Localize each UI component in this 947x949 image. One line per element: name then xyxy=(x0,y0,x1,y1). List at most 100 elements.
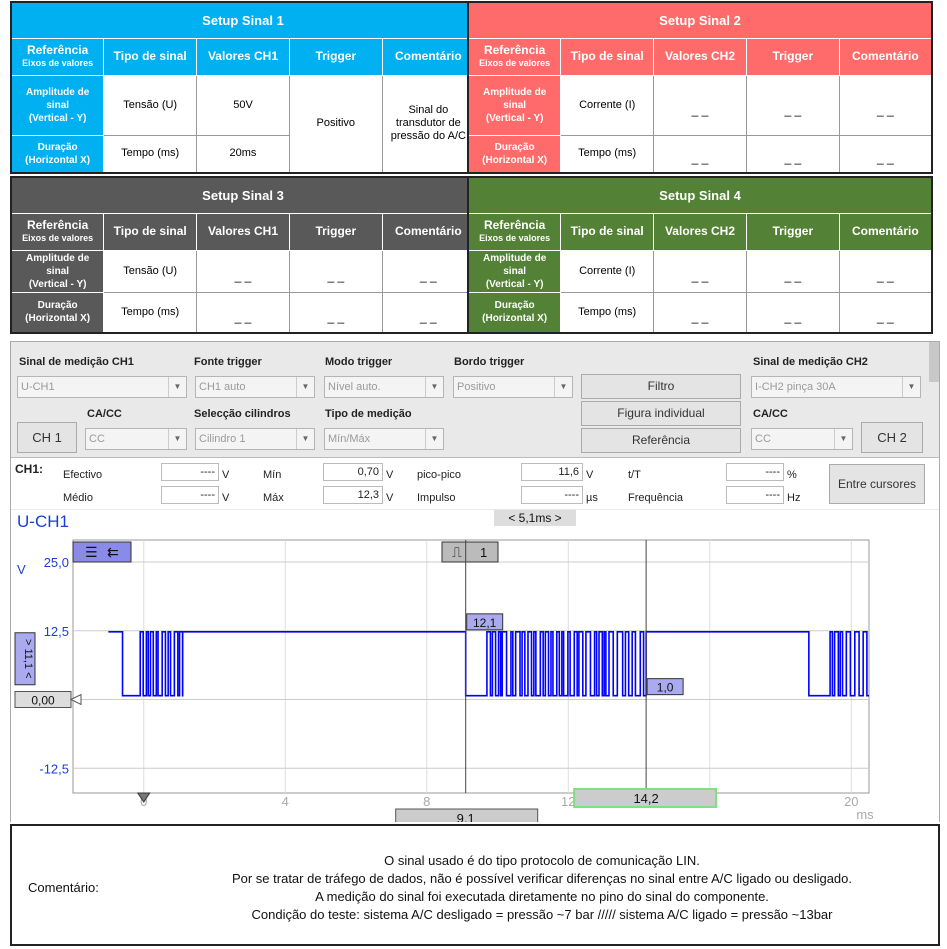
cursor-1-value-box xyxy=(466,613,504,631)
dur-comment: _ _ xyxy=(838,291,933,334)
header-tipo-sinal: Tipo de sinal xyxy=(103,37,198,76)
cilindros-label: Selecção cilindros xyxy=(194,408,291,420)
ch1-button[interactable]: CH 1 xyxy=(17,422,77,453)
setup-title: Setup Sinal 1 xyxy=(10,1,476,39)
header-tipo-sinal: Tipo de sinal xyxy=(103,212,198,251)
cacc-select[interactable]: CC ▼ xyxy=(85,428,187,450)
dur-sub: (Horizontal X) xyxy=(25,313,91,325)
row-amplitude: Amplitude de sinal (Vertical - Y) xyxy=(467,249,562,293)
amp-value: _ _ xyxy=(653,74,747,136)
setup-table-3: Setup Sinal 3 Referência Eixos de valores… xyxy=(10,176,476,334)
referencia-button[interactable]: Referência xyxy=(581,428,741,453)
pico-unit: V xyxy=(586,469,594,481)
cursor-2-label: 14,2 xyxy=(633,791,658,806)
measurement-panel: CH1: Efectivo ---- V Médio ---- V Mín 0,… xyxy=(11,457,939,509)
row-duracao: Duração (Horizontal X) xyxy=(467,134,562,174)
filtro-button[interactable]: Filtro xyxy=(581,374,741,399)
comment-value: Sinal do transdutor de pressão do A/C xyxy=(381,74,476,174)
ch2-signal-select[interactable]: I-CH2 pinça 30A ▼ xyxy=(751,376,921,398)
signal-trace xyxy=(108,631,869,697)
amp-type: Tensão (U) xyxy=(103,74,198,136)
header-trigger: Trigger xyxy=(745,212,840,251)
y-unit-label: V xyxy=(17,562,26,577)
chevron-down-icon: ▼ xyxy=(902,377,920,397)
bordo-trigger-select[interactable]: Positivo ▼ xyxy=(453,376,573,398)
header-tipo-sinal: Tipo de sinal xyxy=(560,212,655,251)
header-referencia: Referência Eixos de valores xyxy=(467,212,562,251)
medio-value: ---- xyxy=(161,486,219,504)
timebase-box xyxy=(494,510,576,526)
modo-trigger-label: Modo trigger xyxy=(325,356,393,368)
amp-label: Amplitude de sinal xyxy=(482,252,547,277)
setup-title: Setup Sinal 4 xyxy=(467,176,933,214)
cacc2-select[interactable]: CC ▼ xyxy=(751,428,853,450)
row-duracao: Duração (Horizontal X) xyxy=(467,291,562,334)
setup-table-1: Setup Sinal 1 Referência Eixos de valores… xyxy=(10,1,476,174)
amp-label: Amplitude de sinal xyxy=(25,252,90,277)
fonte-trigger-label: Fonte trigger xyxy=(194,356,262,368)
amp-sub: (Vertical - Y) xyxy=(28,112,87,124)
cacc2-label: CA/CC xyxy=(753,408,788,420)
amp-type: Corrente (I) xyxy=(560,74,655,136)
fonte-trigger-select[interactable]: CH1 auto ▼ xyxy=(195,376,315,398)
x-tick-label: 8 xyxy=(423,794,430,809)
figura-individual-button[interactable]: Figura individual xyxy=(581,401,741,426)
menu-icon: ☰ xyxy=(85,545,98,561)
max-unit: V xyxy=(386,492,394,504)
cursor-2-value-label: 1,0 xyxy=(657,681,674,695)
min-unit: V xyxy=(386,469,394,481)
dur-type: Tempo (ms) xyxy=(103,134,198,174)
freq-value: ---- xyxy=(726,486,784,504)
tipo-medicao-select[interactable]: Mín/Máx ▼ xyxy=(324,428,444,450)
trigger-value: _ _ xyxy=(745,249,840,293)
cursor-1-label: 9,1 xyxy=(457,811,475,822)
y-tick-label: 25,0 xyxy=(44,555,69,570)
dur-comment: _ _ xyxy=(838,134,933,174)
dur-label: Duração xyxy=(494,300,535,312)
timebase-label: < 5,1ms > xyxy=(508,511,561,525)
ch1-signal-select[interactable]: U-CH1 ▼ xyxy=(17,376,187,398)
ch2-button[interactable]: CH 2 xyxy=(861,422,923,453)
trigger-value: Positivo xyxy=(288,74,383,174)
zoom-toolbar xyxy=(72,541,132,563)
setup-table-2: Setup Sinal 2 Referência Eixos de valores… xyxy=(467,1,933,174)
comment-value: _ _ xyxy=(381,249,476,293)
chevron-down-icon: ▼ xyxy=(168,429,186,449)
oscilloscope-chart[interactable]: U-CH1 V < 5,1ms > ☰ ⇇ ⎍ 1 25,0 12,5 -12,5 0,00 > 11… xyxy=(11,510,939,828)
dur-sub: (Horizontal X) xyxy=(482,154,548,166)
comment-value: _ _ xyxy=(838,249,933,293)
modo-trigger-select[interactable]: Nível auto. ▼ xyxy=(324,376,444,398)
bordo-trigger-label: Bordo trigger xyxy=(454,356,525,368)
pico-label: pico-pico xyxy=(417,469,462,481)
dur-value: _ _ xyxy=(653,134,747,174)
row-amplitude: Amplitude de sinal (Vertical - Y) xyxy=(467,74,562,136)
entre-cursores-button[interactable]: Entre cursores xyxy=(829,464,925,504)
dur-comment: _ _ xyxy=(381,291,476,334)
comment-label: Comentário: xyxy=(28,880,99,895)
trigger-value: _ _ xyxy=(745,74,840,136)
dur-sub: (Horizontal X) xyxy=(482,313,548,325)
row-duracao: Duração (Horizontal X) xyxy=(10,291,105,334)
medio-unit: V xyxy=(222,492,230,504)
chevron-down-icon: ▼ xyxy=(554,377,572,397)
comment-line: Por se tratar de tráfego de dados, não é… xyxy=(231,871,853,886)
impulso-value: ---- xyxy=(521,486,583,504)
chevron-down-icon: ▼ xyxy=(425,377,443,397)
dur-trigger: _ _ xyxy=(745,291,840,334)
header-trigger: Trigger xyxy=(288,212,383,251)
scrollbar[interactable] xyxy=(929,342,939,382)
header-valores: Valores CH1 xyxy=(196,37,290,76)
header-referencia-text: Referência xyxy=(26,217,89,232)
comment-line: A medição do sinal foi executada diretam… xyxy=(315,889,769,904)
chevron-down-icon: ▼ xyxy=(296,377,314,397)
dur-label: Duração xyxy=(494,141,535,153)
cacc-label: CA/CC xyxy=(87,408,122,420)
chart-title: U-CH1 xyxy=(17,512,69,531)
rising-edge-icon: ⎍ xyxy=(452,545,462,561)
header-valores: Valores CH2 xyxy=(653,212,747,251)
cilindros-select[interactable]: Cilindro 1 ▼ xyxy=(195,428,315,450)
dur-type: Tempo (ms) xyxy=(103,291,198,334)
amp-value: _ _ xyxy=(653,249,747,293)
header-referencia: Referência Eixos de valores xyxy=(10,37,105,76)
dur-value: _ _ xyxy=(653,291,747,334)
